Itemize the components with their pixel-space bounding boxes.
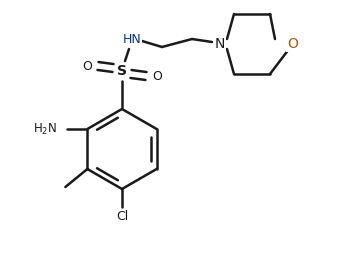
Text: H$_2$N: H$_2$N (33, 121, 57, 137)
Text: O: O (152, 70, 162, 83)
Text: O: O (287, 37, 298, 51)
Text: N: N (215, 37, 225, 51)
Text: HN: HN (122, 33, 141, 45)
Text: O: O (82, 59, 92, 72)
Text: Cl: Cl (116, 210, 128, 223)
Text: S: S (117, 64, 127, 78)
